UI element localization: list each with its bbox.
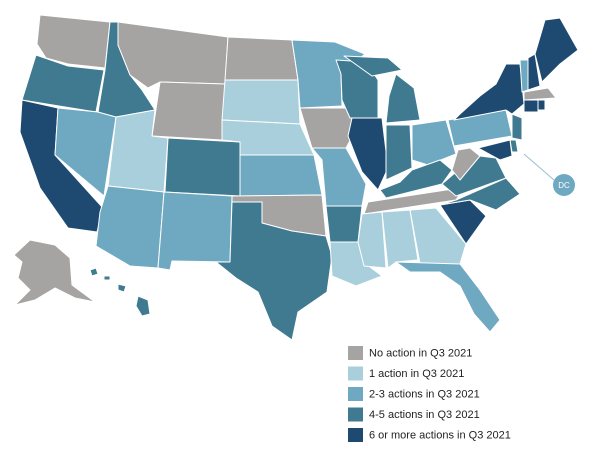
legend-label: No action in Q3 2021 — [369, 347, 472, 359]
state-hi-3 — [117, 283, 127, 293]
state-ak — [13, 239, 96, 306]
state-ar — [325, 205, 363, 243]
state-ma — [523, 87, 557, 101]
state-il — [347, 117, 389, 191]
state-ms — [357, 211, 387, 269]
state-me — [534, 17, 579, 83]
legend-label: 6 or more actions in Q3 2021 — [369, 429, 511, 441]
state-nd — [224, 36, 299, 81]
state-nm — [157, 191, 233, 271]
state-tx — [191, 201, 333, 341]
state-hi-1 — [89, 267, 99, 277]
state-md — [477, 139, 513, 161]
state-ri — [537, 99, 546, 111]
dc-label: DC — [558, 181, 570, 190]
state-wv — [451, 147, 481, 181]
us-map — [13, 14, 579, 341]
state-oh — [411, 119, 457, 166]
dc-leader-line — [523, 153, 555, 181]
state-nh — [527, 53, 541, 91]
state-nv — [54, 107, 117, 197]
state-hi-2 — [103, 275, 111, 281]
state-co — [164, 137, 241, 197]
legend-label: 1 action in Q3 2021 — [369, 368, 464, 380]
state-nj — [511, 113, 523, 141]
state-vt — [519, 59, 529, 93]
state-mi-up — [343, 55, 403, 77]
state-al — [381, 209, 419, 269]
state-or — [21, 54, 105, 113]
state-in — [385, 124, 413, 181]
legend-swatch — [348, 366, 363, 381]
state-ks — [239, 154, 323, 197]
state-ct — [523, 99, 539, 113]
state-sd — [221, 79, 301, 125]
state-wy — [151, 81, 226, 141]
state-mt — [117, 21, 229, 89]
legend-swatch — [348, 428, 363, 442]
state-hi-4 — [135, 295, 151, 317]
legend-swatch — [348, 346, 363, 360]
state-mi — [385, 73, 421, 124]
dc-marker — [553, 174, 575, 196]
state-ny — [453, 63, 525, 121]
legend-label: 2-3 actions in Q3 2021 — [369, 388, 480, 400]
legend: No action in Q3 2021 1 action in Q3 2021 2… — [348, 346, 511, 442]
legend-label: 4-5 actions in Q3 2021 — [369, 409, 480, 421]
legend-swatch — [348, 387, 363, 401]
legend-swatch — [348, 407, 363, 422]
state-fl — [395, 261, 501, 333]
state-ga — [409, 207, 467, 265]
state-az — [95, 185, 165, 269]
state-ky — [379, 159, 453, 199]
